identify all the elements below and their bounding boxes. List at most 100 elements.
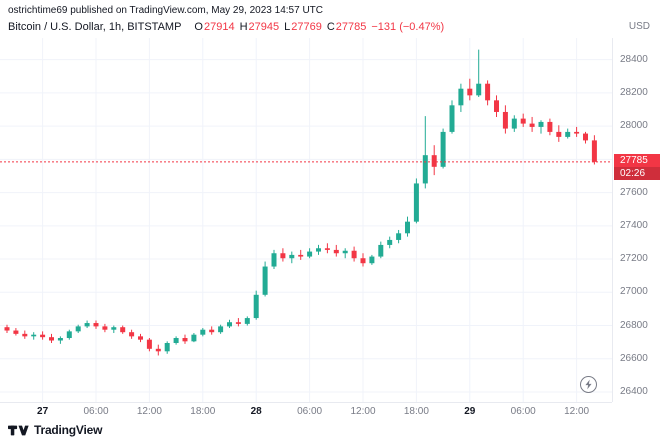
candle-body bbox=[271, 253, 277, 267]
boost-lightning-icon[interactable] bbox=[580, 376, 597, 393]
chart-plot-area[interactable] bbox=[0, 38, 612, 402]
candle-body bbox=[529, 123, 535, 127]
price-tick-label: 26800 bbox=[620, 319, 648, 331]
attribution-line: ostrichtime69 published on TradingView.c… bbox=[8, 5, 323, 16]
candle-body bbox=[244, 318, 250, 324]
low-value: 27769 bbox=[291, 21, 322, 33]
candle-body bbox=[13, 330, 19, 334]
high-value: 27945 bbox=[248, 21, 280, 33]
candle-body bbox=[155, 348, 161, 352]
close-label: C bbox=[326, 21, 335, 33]
candle-body bbox=[129, 332, 135, 337]
candle-body bbox=[574, 131, 580, 134]
candle-body bbox=[422, 155, 428, 184]
time-tick-label: 12:00 bbox=[136, 406, 162, 417]
candle-body bbox=[511, 118, 517, 129]
candle-body bbox=[476, 83, 482, 96]
candle-body bbox=[333, 249, 339, 254]
candle-body bbox=[22, 333, 28, 337]
open-value: 27914 bbox=[203, 21, 235, 33]
candle-body bbox=[342, 250, 348, 254]
candle-body bbox=[360, 258, 366, 264]
time-tick-label: 06:00 bbox=[83, 406, 109, 417]
close-value: 27785 bbox=[335, 21, 367, 33]
candle-body bbox=[200, 329, 206, 335]
time-tick-day-label: 27 bbox=[37, 406, 49, 417]
price-tick-label: 27600 bbox=[620, 186, 648, 198]
candle-body bbox=[494, 100, 499, 112]
candle-body bbox=[146, 339, 152, 349]
candle-body bbox=[556, 131, 562, 137]
candle-body bbox=[262, 266, 268, 295]
symbol-title[interactable]: Bitcoin / U.S. Dollar, 1h, BITSTAMP bbox=[8, 21, 182, 33]
footer-bar: TradingView bbox=[8, 420, 102, 440]
candle-body bbox=[66, 331, 72, 339]
lightning-bolt-icon bbox=[585, 379, 592, 390]
candle-body bbox=[458, 88, 464, 106]
candle-body bbox=[405, 221, 410, 234]
candle-body bbox=[173, 338, 179, 343]
candle-body bbox=[520, 118, 526, 124]
time-axis[interactable]: 27 06:00 12:00 18:00 28 06:00 12:00 18:00 29 06:0… bbox=[0, 402, 612, 423]
candle-body bbox=[235, 322, 241, 324]
candle-body bbox=[209, 329, 215, 333]
time-tick-label: 18:00 bbox=[190, 406, 216, 417]
candle-body bbox=[413, 183, 419, 222]
time-tick-label: 18:00 bbox=[403, 406, 429, 417]
price-tick-label: 26400 bbox=[620, 386, 648, 398]
time-tick-label: 06:00 bbox=[510, 406, 536, 417]
time-tick-label: 12:00 bbox=[350, 406, 376, 417]
price-axis[interactable]: 27785 02:26 2840028200280002780027600274… bbox=[612, 38, 660, 402]
candle-body bbox=[538, 121, 544, 127]
candle-body bbox=[93, 323, 99, 327]
candle-body bbox=[75, 326, 81, 332]
candle-body bbox=[583, 133, 588, 141]
change-value: −131 (−0.47%) bbox=[371, 21, 445, 33]
candle-body bbox=[253, 294, 259, 319]
candle-body bbox=[84, 323, 90, 327]
time-tick-day-label: 28 bbox=[250, 406, 262, 417]
open-label: O bbox=[194, 21, 203, 33]
candle-body bbox=[396, 233, 402, 240]
price-tick-label: 27000 bbox=[620, 286, 648, 298]
candle-body bbox=[440, 131, 446, 167]
candle-body bbox=[378, 244, 384, 257]
price-tick-label: 27200 bbox=[620, 253, 648, 265]
brand-name: TradingView bbox=[34, 423, 103, 437]
candle-body bbox=[591, 140, 597, 162]
candle-body bbox=[111, 327, 117, 330]
price-tick-label: 26600 bbox=[620, 352, 648, 364]
candle-body bbox=[485, 83, 491, 101]
time-tick-label: 12:00 bbox=[564, 406, 590, 417]
candle-body bbox=[467, 88, 473, 96]
candle-body bbox=[298, 254, 304, 257]
candle-body bbox=[431, 155, 437, 167]
candle-body bbox=[57, 338, 63, 341]
candle-body bbox=[387, 239, 393, 245]
candle-body bbox=[316, 248, 321, 252]
candle-body bbox=[289, 254, 295, 259]
candle-countdown: 02:26 bbox=[614, 166, 660, 180]
candle-body bbox=[280, 253, 286, 259]
candle-body bbox=[164, 342, 170, 352]
candle-body bbox=[4, 327, 10, 331]
tradingview-logo[interactable]: TradingView bbox=[8, 423, 102, 437]
price-tick-label: 27400 bbox=[620, 219, 648, 231]
symbol-info-row: Bitcoin / U.S. Dollar, 1h, BITSTAMP O2791… bbox=[8, 21, 444, 33]
candle-body bbox=[565, 131, 571, 137]
candle-body bbox=[102, 326, 108, 330]
candle-body bbox=[227, 322, 232, 327]
time-tick-label: 06:00 bbox=[297, 406, 323, 417]
candle-body bbox=[351, 250, 357, 259]
time-tick-day-label: 29 bbox=[464, 406, 476, 417]
candle-body bbox=[191, 334, 197, 342]
candle-body bbox=[218, 326, 224, 333]
last-price-tag: 27785 02:26 bbox=[614, 153, 660, 180]
candlestick-svg bbox=[0, 38, 612, 402]
candle-body bbox=[502, 111, 508, 129]
price-tick-label: 28200 bbox=[620, 86, 648, 98]
price-tick-label: 28000 bbox=[620, 120, 648, 132]
candle-body bbox=[31, 334, 37, 337]
candle-body bbox=[307, 251, 313, 257]
candle-body bbox=[324, 248, 330, 250]
